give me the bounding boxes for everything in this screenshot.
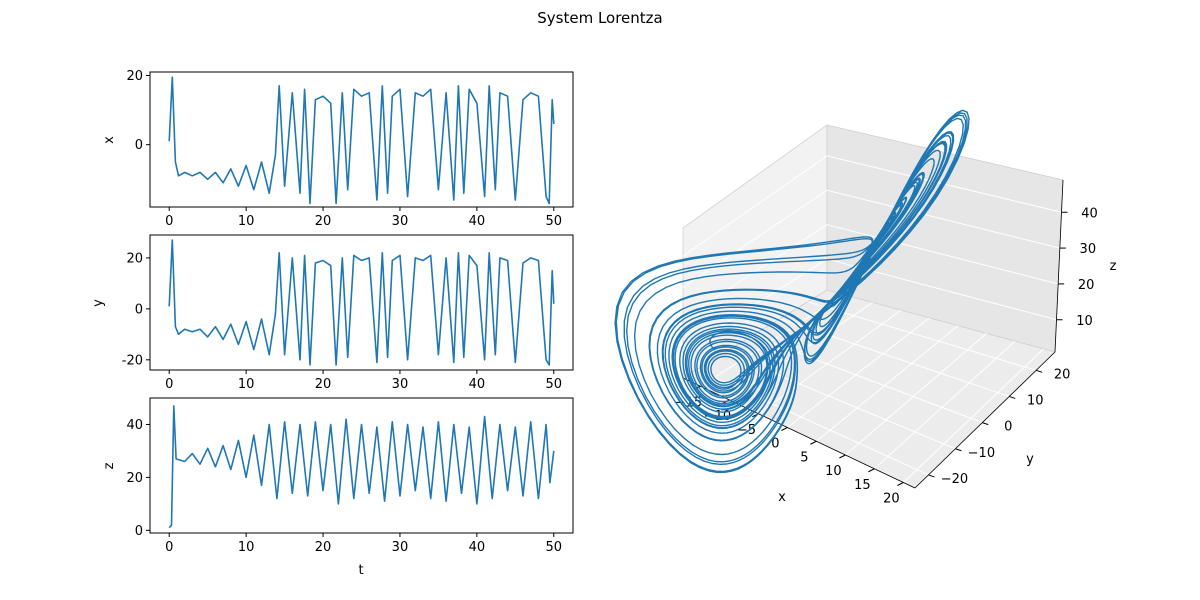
x-tick-label: 30 <box>392 377 409 392</box>
y-tick-mark <box>1035 369 1043 373</box>
y-grid-line <box>807 301 1037 371</box>
x-tick-label: 40 <box>469 540 486 555</box>
y-grid-line <box>724 352 956 450</box>
x-tick-label: 10 <box>238 377 255 392</box>
x-tick-label: 40 <box>469 214 486 229</box>
x-tick-label: 50 <box>545 540 562 555</box>
x-tick-label: 10 <box>238 214 255 229</box>
y-axis-label: x <box>102 136 117 144</box>
y-tick-mark <box>1009 395 1016 399</box>
x-tick-label: 0 <box>165 377 173 392</box>
z-grid-line <box>682 155 1062 257</box>
y-tick-label: 0 <box>135 524 143 539</box>
plot-frame <box>149 234 574 371</box>
x-tick-label: 10 <box>238 540 255 555</box>
z-tick-label: 40 <box>1081 206 1098 221</box>
y-tick-label: 10 <box>1027 393 1044 408</box>
x-tick-label: 0 <box>771 437 779 452</box>
z-grid-line <box>682 258 1057 351</box>
z-axis-line <box>1054 179 1064 353</box>
x-tick-label: 0 <box>165 540 173 555</box>
x-tick-label: 20 <box>315 214 332 229</box>
x-tick-label: −5 <box>737 423 756 438</box>
y-axis-line <box>914 351 1056 489</box>
z-tick-label: 20 <box>1078 278 1095 293</box>
x-tick-mark <box>868 468 875 473</box>
series-line <box>168 239 555 366</box>
y-tick-label: -20 <box>122 353 143 368</box>
x-axis-label: t <box>358 563 363 578</box>
y-tick-label: 20 <box>1054 367 1071 382</box>
y-tick-label: 0 <box>1004 420 1012 435</box>
x-tick-label: 50 <box>545 377 562 392</box>
y-tick-label: −10 <box>968 446 995 461</box>
y-tick-label: 20 <box>126 471 143 486</box>
x-tick-label: 40 <box>469 377 486 392</box>
y-tick-label: 20 <box>126 251 143 266</box>
x-tick-label: 5 <box>800 450 808 465</box>
y-tick-label: 0 <box>135 302 143 317</box>
y-ticks: 0 20 <box>126 69 150 153</box>
y-axis-label: y <box>91 299 106 307</box>
x-tick-label: 30 <box>392 214 409 229</box>
y-tick-mark <box>955 448 962 452</box>
z-grid-line <box>682 224 1059 320</box>
x-tick-mark <box>781 427 788 431</box>
plot-frame <box>149 71 574 208</box>
z-tick-label: 10 <box>1076 314 1093 329</box>
z-tick-label: 30 <box>1080 242 1097 257</box>
x-tick-label: 20 <box>315 540 332 555</box>
x-grid-line <box>845 333 987 456</box>
x-tick-label: 10 <box>825 464 842 479</box>
z-grid-line <box>682 189 1060 288</box>
y-ticks: -20 0 20 <box>122 251 150 368</box>
x-tick-mark <box>810 440 817 445</box>
figure-title: System Lorentza <box>537 9 663 27</box>
x-tick-label: 50 <box>545 214 562 229</box>
x-tick-label: 20 <box>883 492 900 507</box>
subplot-x-vs-t: 0 10 20 30 40 50 0 20 x <box>102 69 574 229</box>
y-grid-line <box>779 318 1010 397</box>
x-grid-line <box>729 301 873 401</box>
y-tick-mark <box>982 422 989 426</box>
x-ticks: 0 10 20 30 40 50 <box>165 207 562 229</box>
attractor-trajectory <box>614 109 970 474</box>
x-grid-line <box>700 294 845 387</box>
x-tick-label: 15 <box>854 478 871 493</box>
x-tick-mark <box>897 482 904 486</box>
x-ticks: 0 10 20 30 40 50 <box>165 533 562 555</box>
y-tick-label: 20 <box>126 69 143 84</box>
x-grid-line <box>816 325 959 442</box>
x-grid-line <box>758 309 902 415</box>
y-tick-label: −20 <box>941 472 968 487</box>
y-tick-label: 0 <box>135 138 143 153</box>
x-tick-mark <box>839 454 846 459</box>
x-grid-line <box>874 340 1016 470</box>
grid-lines <box>682 155 1062 483</box>
x-grid-line <box>903 348 1044 483</box>
x-grid-line <box>787 317 930 428</box>
x-ticks: 0 10 20 30 40 50 <box>165 370 562 392</box>
x-tick-label: 0 <box>165 214 173 229</box>
y-tick-mark <box>928 474 935 478</box>
y-axis-label: y <box>1026 452 1034 467</box>
z-axis-label: z <box>1110 259 1117 274</box>
x-tick-label: 30 <box>392 540 409 555</box>
x-tick-label: 20 <box>315 377 332 392</box>
plot-frame <box>149 397 574 534</box>
y-tick-label: 40 <box>126 418 143 433</box>
y-ticks: 0 20 40 <box>126 418 150 539</box>
x-axis-label: x <box>778 490 786 505</box>
series-line <box>168 76 555 205</box>
subplot-z-vs-t: 0 10 20 30 40 50 0 20 40 z t <box>102 397 574 578</box>
series-line <box>168 405 555 529</box>
subplot-y-vs-t: 0 10 20 30 40 50 -20 0 20 y <box>91 234 574 392</box>
y-axis-label: z <box>102 462 117 469</box>
